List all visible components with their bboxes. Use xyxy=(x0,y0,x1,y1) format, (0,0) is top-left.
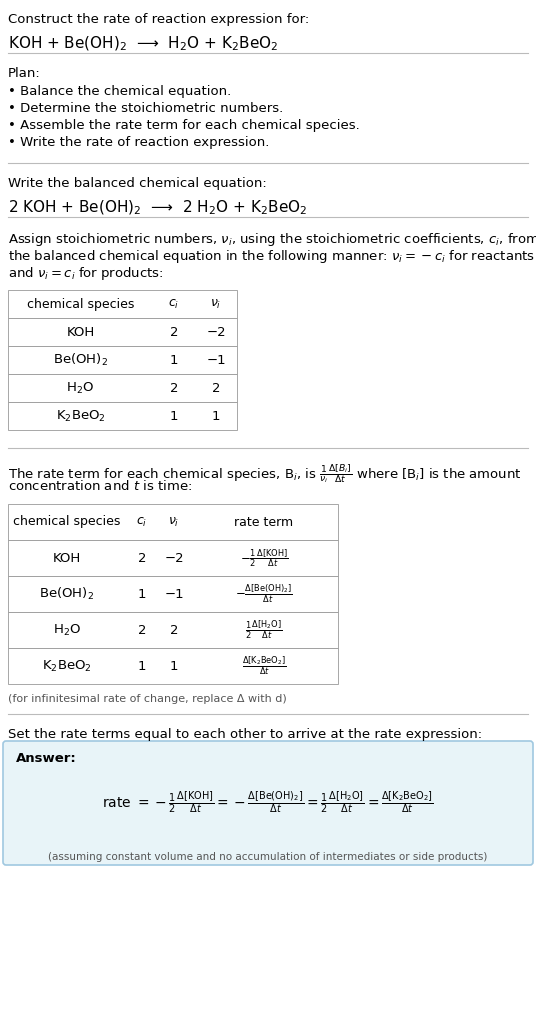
Bar xyxy=(8,318,237,346)
Text: Be(OH)$_2$: Be(OH)$_2$ xyxy=(53,352,108,369)
Text: 1: 1 xyxy=(138,660,146,673)
Text: KOH: KOH xyxy=(66,326,95,339)
Text: 2: 2 xyxy=(212,382,220,395)
Text: chemical species: chemical species xyxy=(27,297,134,310)
Bar xyxy=(8,346,237,374)
Text: Plan:: Plan: xyxy=(8,67,41,80)
Text: 1: 1 xyxy=(170,353,178,366)
Text: The rate term for each chemical species, B$_i$, is $\frac{1}{\nu_i}\frac{\Delta[: The rate term for each chemical species,… xyxy=(8,462,522,485)
Text: $\nu_i$: $\nu_i$ xyxy=(168,515,180,528)
Text: $c_i$: $c_i$ xyxy=(136,515,147,528)
Bar xyxy=(8,576,338,612)
Text: $\frac{1}{2}\frac{\Delta[\mathrm{H_2O}]}{\Delta t}$: $\frac{1}{2}\frac{\Delta[\mathrm{H_2O}]}… xyxy=(245,619,282,641)
Text: 2: 2 xyxy=(138,623,146,636)
Text: • Assemble the rate term for each chemical species.: • Assemble the rate term for each chemic… xyxy=(8,119,360,132)
Text: KOH: KOH xyxy=(53,552,81,565)
Text: K$_2$BeO$_2$: K$_2$BeO$_2$ xyxy=(56,408,106,423)
Text: $-\frac{\Delta[\mathrm{Be(OH)_2}]}{\Delta t}$: $-\frac{\Delta[\mathrm{Be(OH)_2}]}{\Delt… xyxy=(235,582,293,606)
Text: $-\frac{1}{2}\frac{\Delta[\mathrm{KOH}]}{\Delta t}$: $-\frac{1}{2}\frac{\Delta[\mathrm{KOH}]}… xyxy=(240,547,288,569)
Text: −2: −2 xyxy=(206,326,226,339)
Text: −2: −2 xyxy=(164,552,184,565)
Text: • Balance the chemical equation.: • Balance the chemical equation. xyxy=(8,84,231,98)
Text: 2: 2 xyxy=(170,623,178,636)
Bar xyxy=(8,648,338,684)
Text: rate $= -\frac{1}{2}\frac{\Delta[\mathrm{KOH}]}{\Delta t} = -\frac{\Delta[\mathr: rate $= -\frac{1}{2}\frac{\Delta[\mathrm… xyxy=(102,789,434,814)
FancyBboxPatch shape xyxy=(3,741,533,865)
Text: $\frac{\Delta[\mathrm{K_2BeO_2}]}{\Delta t}$: $\frac{\Delta[\mathrm{K_2BeO_2}]}{\Delta… xyxy=(242,655,286,677)
Bar xyxy=(8,504,338,540)
Text: Be(OH)$_2$: Be(OH)$_2$ xyxy=(40,586,94,602)
Text: Assign stoichiometric numbers, $\nu_i$, using the stoichiometric coefficients, $: Assign stoichiometric numbers, $\nu_i$, … xyxy=(8,231,536,248)
Text: chemical species: chemical species xyxy=(13,515,121,528)
Bar xyxy=(8,540,338,576)
Bar xyxy=(8,402,237,430)
Text: 1: 1 xyxy=(138,587,146,601)
Text: KOH + Be(OH)$_2$  ⟶  H$_2$O + K$_2$BeO$_2$: KOH + Be(OH)$_2$ ⟶ H$_2$O + K$_2$BeO$_2$ xyxy=(8,35,278,53)
Text: Construct the rate of reaction expression for:: Construct the rate of reaction expressio… xyxy=(8,13,309,26)
Text: $\nu_i$: $\nu_i$ xyxy=(210,297,222,310)
Text: 2: 2 xyxy=(170,326,178,339)
Text: concentration and $t$ is time:: concentration and $t$ is time: xyxy=(8,479,192,493)
Text: Write the balanced chemical equation:: Write the balanced chemical equation: xyxy=(8,177,267,190)
Text: H$_2$O: H$_2$O xyxy=(66,381,94,396)
Text: Answer:: Answer: xyxy=(16,752,77,765)
Text: • Write the rate of reaction expression.: • Write the rate of reaction expression. xyxy=(8,136,270,149)
Text: Set the rate terms equal to each other to arrive at the rate expression:: Set the rate terms equal to each other t… xyxy=(8,728,482,741)
Text: K$_2$BeO$_2$: K$_2$BeO$_2$ xyxy=(42,659,92,674)
Text: $c_i$: $c_i$ xyxy=(168,297,180,310)
Text: rate term: rate term xyxy=(234,515,294,528)
Text: 2 KOH + Be(OH)$_2$  ⟶  2 H$_2$O + K$_2$BeO$_2$: 2 KOH + Be(OH)$_2$ ⟶ 2 H$_2$O + K$_2$BeO… xyxy=(8,199,307,218)
Bar xyxy=(8,290,237,318)
Text: 2: 2 xyxy=(170,382,178,395)
Text: 1: 1 xyxy=(170,409,178,422)
Text: • Determine the stoichiometric numbers.: • Determine the stoichiometric numbers. xyxy=(8,102,283,115)
Bar xyxy=(8,374,237,402)
Text: 1: 1 xyxy=(170,660,178,673)
Text: 1: 1 xyxy=(212,409,220,422)
Text: 2: 2 xyxy=(138,552,146,565)
Text: −1: −1 xyxy=(206,353,226,366)
Text: −1: −1 xyxy=(164,587,184,601)
Text: (for infinitesimal rate of change, replace Δ with d): (for infinitesimal rate of change, repla… xyxy=(8,694,287,704)
Text: and $\nu_i = c_i$ for products:: and $\nu_i = c_i$ for products: xyxy=(8,265,163,282)
Bar xyxy=(8,612,338,648)
Text: (assuming constant volume and no accumulation of intermediates or side products): (assuming constant volume and no accumul… xyxy=(48,852,488,862)
Text: the balanced chemical equation in the following manner: $\nu_i = -c_i$ for react: the balanced chemical equation in the fo… xyxy=(8,248,535,265)
Text: H$_2$O: H$_2$O xyxy=(53,622,81,637)
